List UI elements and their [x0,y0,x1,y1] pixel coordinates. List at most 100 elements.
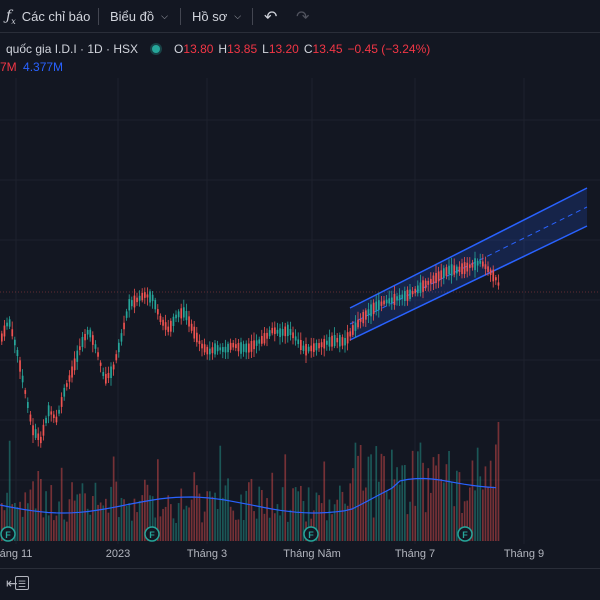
profile-button[interactable]: Hồ sơ ⌵ [192,0,241,33]
volume-bar [79,493,81,541]
candle-body [21,375,24,383]
volume-bar [24,492,27,541]
marker-circle [457,526,473,542]
channel-mid [349,206,588,325]
candle-body [255,340,258,346]
candle-body [385,299,388,304]
volume-bar [164,506,167,541]
candle-body [115,354,118,361]
volume-bar [476,447,479,541]
volume-bar [315,492,318,541]
volume-bar [45,491,47,541]
candle-body [71,366,73,378]
calendar-icon[interactable]: ☰ [15,576,29,590]
redo-icon: ↷ [296,8,310,26]
candle-body [159,315,162,322]
indicators-label: Các chỉ báo [21,9,91,24]
candle-body [138,295,141,301]
candle-body [227,343,229,353]
volume-bar [60,467,63,541]
volume-bar [190,499,193,541]
candle-body [219,347,222,351]
volume-bar [107,512,110,541]
candle-body [81,336,84,348]
volume-bar [128,503,131,541]
candle-body [489,269,492,275]
volume-bar [214,492,216,541]
volume-bar [248,482,250,541]
volume-bar [55,515,58,541]
candle-body [375,301,378,312]
candle-body [232,342,235,348]
chart-type-button[interactable]: Biểu đồ ⌵ [110,0,168,33]
volume-bar [159,516,162,541]
volume-bar [115,481,118,541]
regression-channel [349,187,588,341]
candle-body [300,339,302,351]
close-label: C [303,42,313,56]
candle-body [448,265,450,275]
candle-body [328,337,331,347]
undo-button[interactable]: ↶ [264,0,277,33]
volume-bar [227,478,229,541]
marker-label: F [5,530,11,540]
earnings-marker[interactable]: F [303,526,319,542]
symbol-title[interactable]: quốc gia I.D.I · 1D · HSX [6,42,139,56]
candle-body [14,339,16,346]
volume-bar [336,499,339,541]
volume-bar [484,466,487,541]
candle-body [125,311,128,318]
volume-bar [149,495,151,541]
volume-bar [471,460,474,541]
volume-bar [401,465,404,541]
candle-body [151,294,154,302]
volume-bar [209,491,211,541]
earnings-marker[interactable]: F [457,526,473,542]
candle-body [417,285,419,294]
candle-body [367,309,370,316]
candle-body [224,346,227,353]
indicators-button[interactable]: ƒx Các chỉ báo [6,0,90,33]
candle-body [131,300,133,307]
scroll-left-icon[interactable]: ⇤ [6,575,18,591]
candle-body [391,297,393,303]
candle-body [170,320,172,332]
candle-body [1,333,3,342]
volume-bar [469,487,471,541]
volume-bar [375,446,378,541]
candle-body [203,344,206,353]
candle-body [370,304,372,317]
toolbar-divider [180,8,181,25]
volume-bar [206,491,209,541]
candle-body [99,362,102,366]
volume-bar [404,465,406,541]
low-value: 13.20 [268,42,299,56]
candle-body [206,346,209,355]
volume-bar [172,518,175,541]
candle-body [237,342,240,352]
candle-body [89,329,92,338]
redo-button[interactable]: ↷ [296,0,309,33]
volume-bar [157,459,159,541]
candle-body [310,345,313,352]
volume-bar [112,456,115,541]
candle-body [411,291,414,295]
earnings-marker[interactable]: F [144,526,160,542]
volume-bar [76,494,79,541]
volume-bar [245,490,248,541]
volume-bar [29,489,32,541]
toolbar-divider [98,8,99,25]
candle-body [120,333,123,342]
volume-bar [300,485,302,541]
candle-body [216,345,219,352]
candle-body [196,332,198,343]
marker-circle [303,526,319,542]
candle-body [354,322,357,331]
volume-bar [167,495,170,541]
earnings-marker[interactable]: F [0,526,16,542]
candle-body [456,266,458,274]
volume-bar [102,505,105,541]
volume-bar [323,461,326,541]
candle-body [305,343,307,356]
